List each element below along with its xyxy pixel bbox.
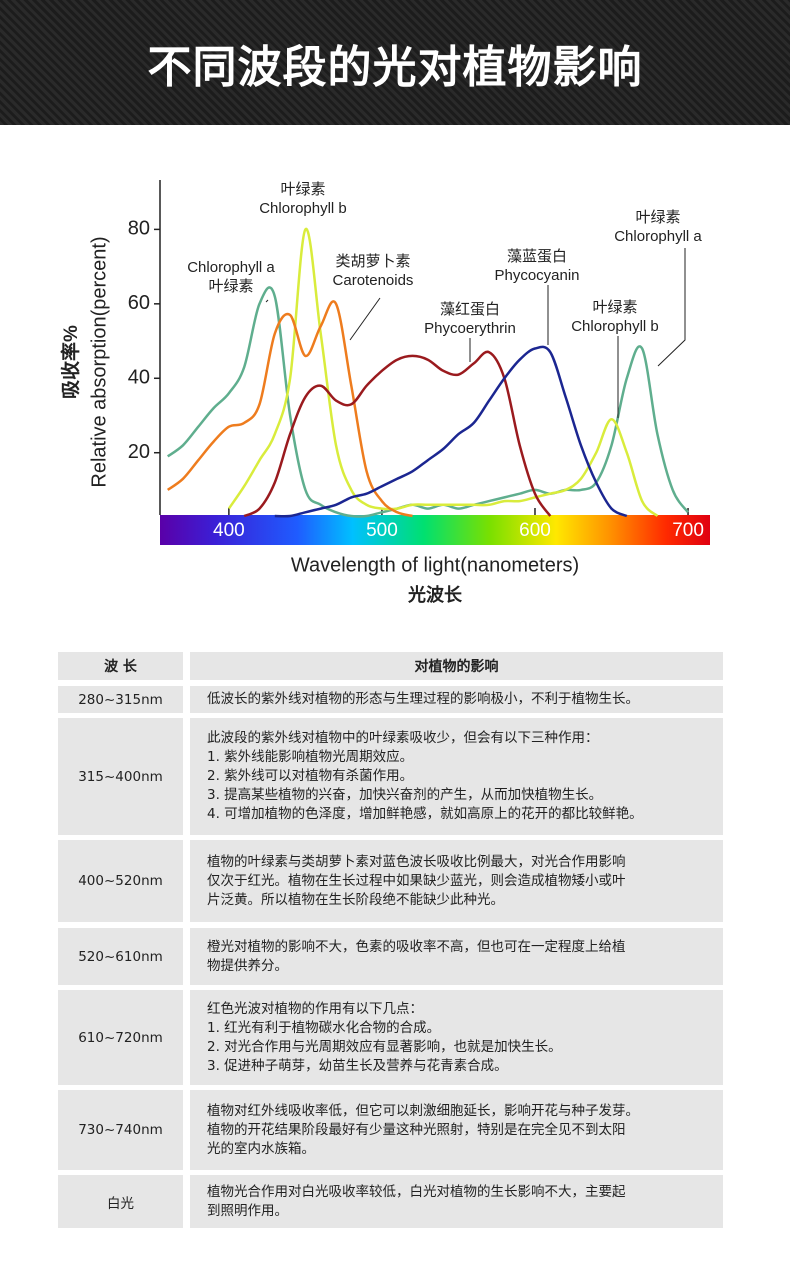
- wavelength-cell: 610~720nm: [58, 990, 183, 1085]
- effect-text: 植物光合作用对白光吸收率较低，白光对植物的生长影响不大，主要起 到照明作用。: [207, 1183, 626, 1221]
- wavelength-cell: 315~400nm: [58, 718, 183, 835]
- annotation: Carotenoids: [333, 272, 414, 289]
- curve: [166, 286, 690, 518]
- text-line: 物提供养分。: [207, 957, 288, 974]
- annotation: Chlorophyll a: [614, 228, 702, 245]
- y-tick-label: 60: [128, 292, 150, 314]
- wavelength-cell: 白光: [58, 1175, 183, 1228]
- y-axis-label: Relative absorption(percent): [88, 236, 110, 487]
- leader-line: [265, 299, 269, 303]
- wavelength-cell: 730~740nm: [58, 1090, 183, 1170]
- text-line: 植物的叶绿素与类胡萝卜素对蓝色波长吸收比例最大，对光合作用影响: [207, 853, 626, 870]
- annotation: Phycoerythrin: [424, 320, 516, 337]
- y-axis-label-cn: 吸收率%: [59, 325, 82, 399]
- curve: [227, 227, 659, 517]
- x-axis-label-cn: 光波长: [407, 584, 463, 605]
- annotation: 藻蓝蛋白: [507, 248, 567, 265]
- effect-text: 低波长的紫外线对植物的形态与生理过程的影响极小，不利于植物生长。: [207, 690, 639, 709]
- curve: [243, 350, 552, 518]
- leader-line: [657, 248, 686, 367]
- y-tick-label: 20: [128, 441, 150, 463]
- effect-text: 此波段的紫外线对植物中的叶绿素吸收少，但会有以下三种作用： 1. 紫外线能影响植物…: [207, 729, 643, 824]
- header-cell: 对植物的影响: [190, 652, 723, 680]
- annotation: Chlorophyll b: [571, 318, 659, 335]
- curve: [166, 300, 413, 518]
- x-tick-label: 500: [366, 520, 398, 541]
- text-line: 光的室内水族箱。: [207, 1140, 315, 1157]
- effect-text: 红色光波对植物的作用有以下几点： 1. 红光有利于植物碳水化合物的合成。 2. 对光…: [207, 1000, 562, 1076]
- annotation: 叶绿素: [208, 278, 253, 295]
- x-tick-label: 400: [213, 520, 245, 541]
- text-line: 植物光合作用对白光吸收率较低，白光对植物的生长影响不大，主要起: [207, 1183, 626, 1200]
- text-line: 橙光对植物的影响不大，色素的吸收率不高，但也可在一定程度上给植: [207, 938, 626, 955]
- text-line: 到照明作用。: [207, 1202, 288, 1219]
- annotation: 类胡萝卜素: [335, 253, 410, 270]
- effect-cell: 植物光合作用对白光吸收率较低，白光对植物的生长影响不大，主要起 到照明作用。: [190, 1175, 723, 1228]
- effect-cell: 植物对红外线吸收率低，但它可以刺激细胞延长，影响开花与种子发芽。 植物的开花结果阶…: [190, 1090, 723, 1170]
- text-line: 片泛黄。所以植物在生长阶段绝不能缺少此种光。: [207, 891, 504, 908]
- y-tick-label: 80: [128, 218, 150, 240]
- effect-cell: 红色光波对植物的作用有以下几点： 1. 红光有利于植物碳水化合物的合成。 2. 对光…: [190, 990, 723, 1085]
- annotation: Chlorophyll b: [259, 200, 347, 217]
- text-line: 1. 红光有利于植物碳水化合物的合成。: [207, 1019, 441, 1036]
- text-line: 植物对红外线吸收率低，但它可以刺激细胞延长，影响开花与种子发芽。: [207, 1102, 639, 1119]
- wavelength-cell: 520~610nm: [58, 928, 183, 985]
- text-line: 4. 可增加植物的色泽度，增加鲜艳感，就如高原上的花开的都比较鲜艳。: [207, 806, 643, 822]
- annotation: Chlorophyll a: [187, 259, 275, 276]
- text-line: 植物的开花结果阶段最好有少量这种光照射，特别是在完全见不到太阳: [207, 1121, 626, 1138]
- text-line: 3. 促进种子萌芽，幼苗生长及营养与花青素合成。: [207, 1057, 508, 1074]
- effect-cell: 橙光对植物的影响不大，色素的吸收率不高，但也可在一定程度上给植 物提供养分。: [190, 928, 723, 985]
- leader-line: [349, 297, 381, 341]
- effect-text: 植物对红外线吸收率低，但它可以刺激细胞延长，影响开花与种子发芽。 植物的开花结果阶…: [207, 1102, 639, 1159]
- annotation: 叶绿素: [592, 299, 637, 316]
- text-line: 3. 提高某些植物的兴奋，加快兴奋剂的产生，从而加快植物生长。: [207, 787, 603, 803]
- header: 不同波段的光对植物影响: [0, 0, 790, 125]
- effect-cell: 此波段的紫外线对植物中的叶绿素吸收少，但会有以下三种作用： 1. 紫外线能影响植物…: [190, 718, 723, 835]
- text-line: 2. 对光合作用与光周期效应有显著影响，也就是加快生长。: [207, 1038, 562, 1055]
- annotation: 藻红蛋白: [440, 301, 500, 318]
- effect-text: 橙光对植物的影响不大，色素的吸收率不高，但也可在一定程度上给植 物提供养分。: [207, 938, 626, 976]
- text-line: 红色光波对植物的作用有以下几点：: [207, 1000, 423, 1017]
- effect-text: 植物的叶绿素与类胡萝卜素对蓝色波长吸收比例最大，对光合作用影响 仅次于红光。植物在…: [207, 853, 626, 910]
- text-line: 2. 紫外线可以对植物有杀菌作用。: [207, 768, 414, 784]
- x-tick-label: 700: [672, 520, 704, 541]
- curve: [274, 345, 628, 518]
- text-line: 1. 紫外线能影响植物光周期效应。: [207, 749, 414, 765]
- effect-cell: 植物的叶绿素与类胡萝卜素对蓝色波长吸收比例最大，对光合作用影响 仅次于红光。植物在…: [190, 840, 723, 922]
- text-line: 此波段的紫外线对植物中的叶绿素吸收少，但会有以下三种作用：: [207, 730, 599, 746]
- x-tick-label: 600: [519, 520, 551, 541]
- header-cell: 波 长: [58, 652, 183, 680]
- annotation: Phycocyanin: [494, 267, 579, 284]
- wavelength-cell: 400~520nm: [58, 840, 183, 922]
- spectrum-bar: [160, 515, 710, 545]
- chart: Relative absorption(percent) 吸收率% Wavele…: [59, 180, 710, 605]
- x-axis-label: Wavelength of light(nanometers): [291, 554, 579, 576]
- effect-cell: 低波长的紫外线对植物的形态与生理过程的影响极小，不利于植物生长。: [190, 686, 723, 713]
- title: 不同波段的光对植物影响: [147, 41, 643, 93]
- annotation: 叶绿素: [635, 209, 680, 226]
- text-line: 仅次于红光。植物在生长过程中如果缺少蓝光，则会造成植物矮小或叶: [207, 872, 626, 889]
- wavelength-cell: 280~315nm: [58, 686, 183, 713]
- annotation: 叶绿素: [280, 181, 325, 198]
- text-line: 低波长的紫外线对植物的形态与生理过程的影响极小，不利于植物生长。: [207, 691, 639, 707]
- y-tick-label: 40: [128, 367, 150, 389]
